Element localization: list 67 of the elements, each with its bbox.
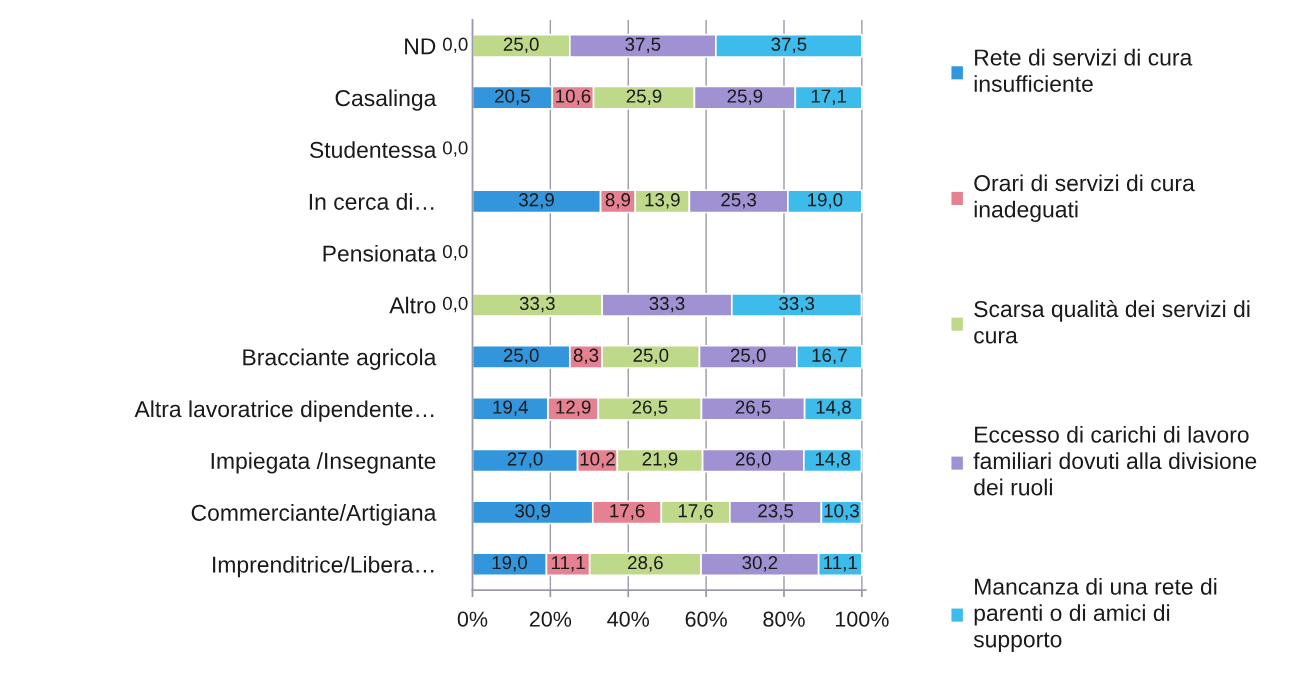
data-label: 33,3 [519,296,555,313]
data-label: 20,5 [495,89,530,105]
data-label: 32,9 [519,193,554,209]
y-tick-label: Casalinga [335,89,437,111]
data-label: 30,9 [515,504,550,520]
data-label: 19,0 [808,193,843,209]
data-label: 0,0 [442,244,468,261]
data-label: 17,6 [610,504,645,520]
data-label: 25,9 [727,89,763,105]
y-tick-label: In cerca di… [309,193,434,210]
data-label: 14,8 [816,400,851,416]
data-label: 25,0 [633,348,669,365]
legend-label: Mancanza di una rete di parenti o di amici di supporto [973,577,1217,652]
data-label: 19,4 [493,400,528,416]
data-label: 23,5 [758,504,794,520]
data-label: 0,0 [442,141,468,157]
annotation: 0,0 [442,37,468,54]
y-tick-label: Altro [389,296,436,314]
x-tick-label: 0% [457,611,488,627]
data-label: 8,9 [605,193,631,209]
data-label: 33,3 [649,296,685,313]
data-label: 28,6 [628,555,663,572]
data-label: 25,0 [503,37,539,54]
data-label: 14,8 [815,452,851,468]
data-label: 33,3 [779,296,815,313]
data-label: 25,0 [730,348,766,365]
data-label: 25,9 [626,89,662,105]
data-label: 16,7 [812,348,847,365]
y-tick-label: ND [405,38,436,55]
data-label: 26,0 [735,452,771,468]
data-label: 12,9 [556,400,591,416]
data-label: 25,3 [721,193,757,209]
y-tick-label: Pensionata [323,244,437,262]
y-tick-label: Imprenditrice/Libera… [213,555,434,578]
y-tick-label: Impiegata /Insegnante [211,452,436,474]
data-label: 17,6 [678,504,714,520]
data-label: 26,5 [632,400,668,416]
data-label: 26,5 [735,400,771,416]
data-label: 21,9 [642,452,678,468]
data-label: 30,2 [742,555,778,572]
x-tick-label: 100% [835,611,889,627]
data-label: 17,1 [811,89,846,105]
data-label: 27,0 [507,452,543,468]
legend-label: Scarsa qualità dei servizi di cura [974,300,1250,344]
legend-label: Rete di servizi di cura insufficiente [974,48,1193,92]
data-label: 25,0 [503,348,539,365]
y-tick-label: Commerciante/Artigiana [191,504,437,526]
data-label: 37,5 [625,37,661,54]
data-label: 13,9 [645,193,680,209]
data-label: 10,3 [824,504,859,520]
y-tick-label: Altra lavoratrice dipendente… [134,400,434,422]
legend-label: Eccesso di carichi di lavoro familiari dovuti alla divisione dei ruoli [973,425,1257,496]
x-tick-label: 80% [763,611,805,627]
x-tick-label: 40% [607,611,650,627]
data-label: 11,1 [551,556,585,572]
data-label: 11,1 [824,556,857,572]
data-label: 10,6 [556,89,591,105]
data-label: 19,0 [492,555,527,572]
annotation: 0,0 [442,296,468,313]
y-tick-label: Bracciante agricola [243,348,437,370]
data-label: 37,5 [771,37,807,54]
data-label: 10,2 [580,452,615,468]
x-tick-label: 20% [529,611,572,627]
y-tick-label: Studentessa [310,141,437,159]
legend-label: Orari di servizi di cura inadeguati [974,174,1195,223]
x-tick-label: 60% [685,611,727,627]
data-label: 8,3 [573,348,599,365]
